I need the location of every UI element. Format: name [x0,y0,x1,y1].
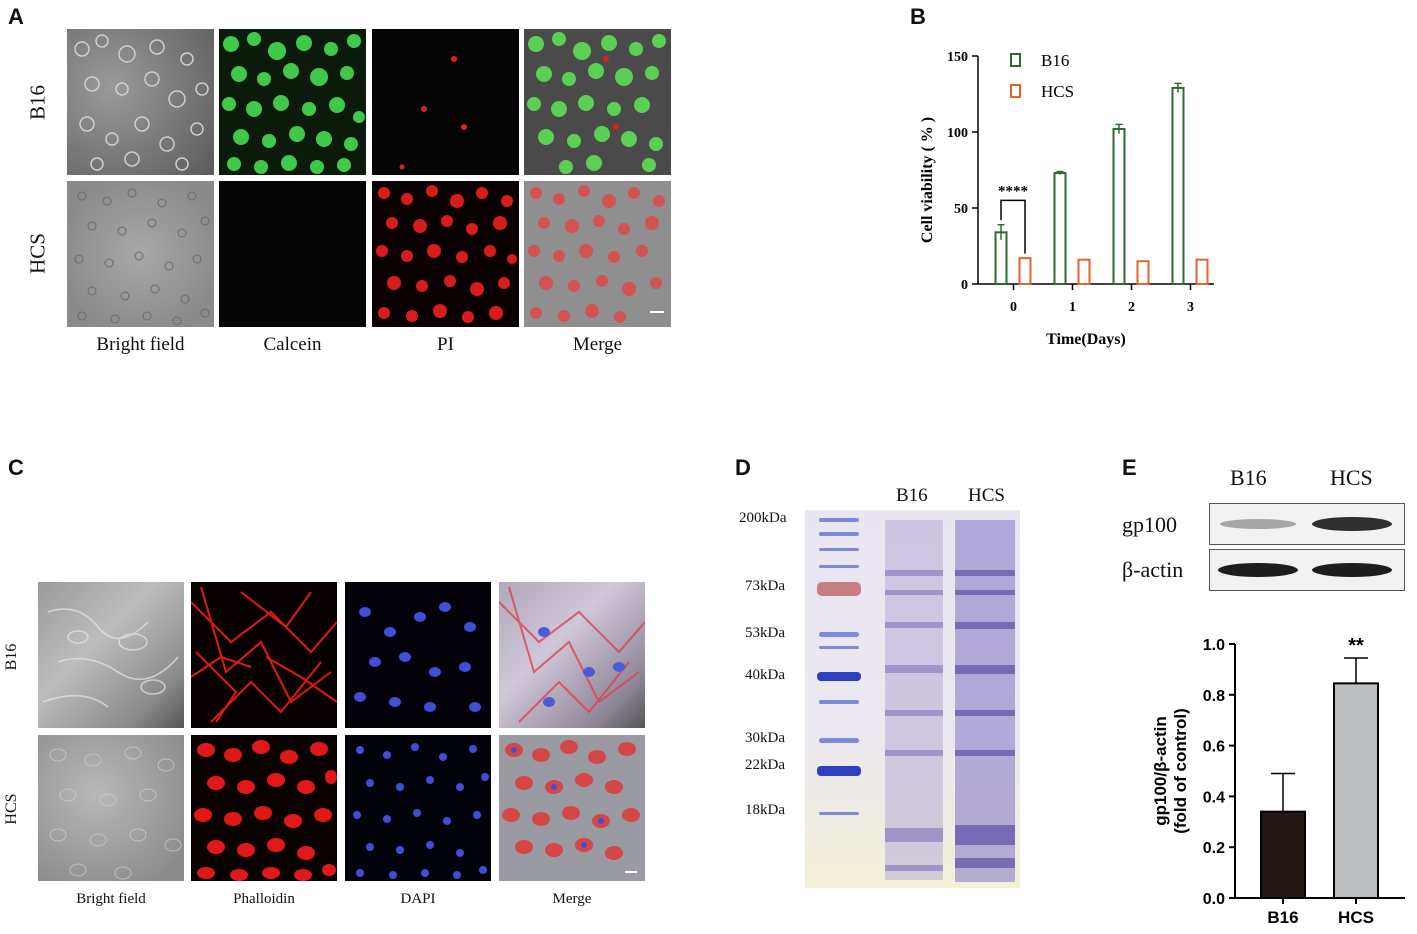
sds-page-gel [805,510,1020,888]
row-label-c-b16: B16 [3,643,20,671]
y-tick-label: 150 [947,50,968,65]
micrograph-a-hcs-calcein [219,181,366,327]
y-axis-title-line1: gp100/β-actin [1151,716,1170,826]
column-label-c-merge: Merge [552,891,592,907]
micrograph-c-hcs-dapi [345,735,491,881]
western-blot-gp100 [1209,503,1405,545]
micrograph-c-b16-merge [499,582,645,728]
gel-lane-label-hcs: HCS [968,485,1005,506]
y-tick-label: 1.0 [1203,637,1225,654]
x-tick-label: 2 [1128,300,1135,315]
bar-hcs [1136,260,1150,285]
western-blot-actin [1209,549,1405,591]
micrograph-a-hcs-merge [524,181,671,327]
row-label-b16: B16 [25,85,50,121]
y-tick-label: 0.2 [1203,840,1225,857]
micrograph-a-b16-calcein [219,29,366,175]
micrograph-a-hcs-pi [372,181,519,327]
marker-label-30: 30kDa [745,730,785,746]
micrograph-a-b16-pi [372,29,519,175]
bar-b16 [1053,172,1067,285]
blot-lane-label-hcs: HCS [1330,465,1373,490]
chart-b-svg: 0 50 100 150 0 1 2 3 Time(Days) Cell viability ( … [919,50,1214,348]
y-tick-label: 100 [947,126,968,141]
y-tick-label: 0 [961,278,968,293]
row-label-c-hcs: HCS [3,793,20,825]
micrograph-a-hcs-brightfield [67,181,214,327]
micrograph-c-b16-phalloidin [191,582,337,728]
micrograph-c-hcs-merge [499,735,645,881]
bar-hcs [1077,258,1091,285]
marker-label-73: 73kDa [745,578,785,594]
significance-marker: **** [998,183,1028,199]
y-axis-title-line2: (fold of control) [1171,708,1190,834]
micrograph-c-hcs-phalloidin [191,735,337,881]
marker-label-40: 40kDa [745,667,785,683]
x-tick-label: 3 [1187,300,1194,315]
y-tick-label: 0.6 [1203,739,1225,756]
micrograph-c-b16-dapi [345,582,491,728]
column-label-c-brightfield: Bright field [76,891,146,907]
legend-label-b16: B16 [1041,51,1069,70]
significance-marker: ** [1348,635,1364,657]
significance-bracket [1000,199,1026,254]
column-label-brightfield: Bright field [96,334,185,355]
marker-label-22: 22kDa [745,757,785,773]
bar-b16 [1112,127,1126,285]
micrograph-c-b16-brightfield [38,582,184,728]
panel-label-d: D [735,455,751,480]
x-tick-label: HCS [1338,908,1374,927]
y-tick-label: 0.0 [1203,891,1225,908]
chart-e-svg: 0.0 0.2 0.4 0.6 0.8 1.0 B16 HCS ** gp100/β-actin(… [1151,635,1405,927]
panel-label-b: B [910,4,926,29]
row-label-hcs: HCS [25,233,50,274]
x-tick-label: 0 [1010,300,1017,315]
legend-swatch-b16 [1010,53,1021,67]
y-tick-label: 0.8 [1203,688,1225,705]
panel-label-e: E [1122,455,1137,480]
blot-lane-label-b16: B16 [1230,465,1267,490]
column-label-calcein: Calcein [263,334,322,355]
column-label-c-dapi: DAPI [400,891,436,907]
marker-label-53: 53kDa [745,625,785,641]
bar-hcs [1333,682,1379,900]
marker-label-18: 18kDa [745,802,785,818]
column-label-c-phalloidin: Phalloidin [233,891,295,907]
panel-label-c: C [8,455,24,480]
micrograph-a-b16-brightfield [67,29,214,175]
gel-lane-label-b16: B16 [896,485,928,506]
y-tick-label: 50 [954,202,968,217]
bar-hcs [1195,258,1209,285]
x-axis-title: Time(Days) [1046,331,1126,348]
panel-label-a: A [8,4,24,29]
x-tick-label: B16 [1267,908,1298,927]
bar-b16 [994,231,1008,286]
column-label-pi: PI [437,334,454,355]
micrograph-a-b16-merge [524,29,671,175]
blot-label-gp100: gp100 [1122,512,1177,537]
blot-label-actin: β-actin [1122,557,1184,582]
legend-label-hcs: HCS [1041,82,1074,101]
bar-hcs [1018,257,1032,286]
x-tick-label: 1 [1069,300,1076,315]
y-axis-title: Cell viability ( % ) [919,117,936,243]
micrograph-c-hcs-brightfield [38,735,184,881]
bar-b16 [1260,810,1306,899]
y-tick-label: 0.4 [1203,789,1225,806]
legend-swatch-hcs [1010,84,1021,98]
column-label-merge: Merge [572,334,623,355]
marker-label-200: 200kDa [739,510,787,526]
bar-b16 [1171,86,1185,285]
